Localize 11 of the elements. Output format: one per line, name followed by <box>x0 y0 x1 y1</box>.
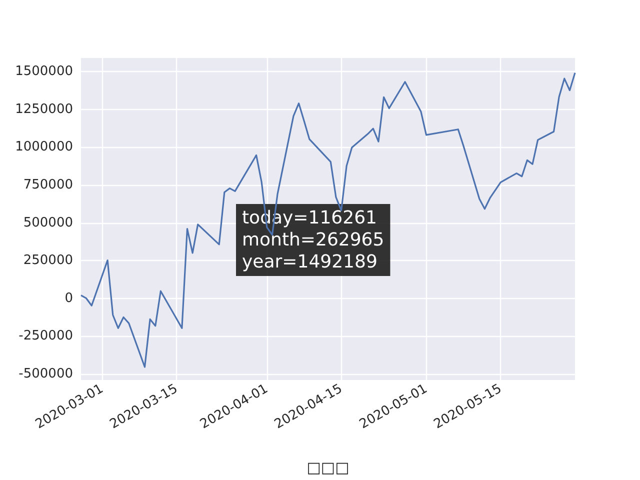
y-tick-label: 500000 <box>23 215 73 230</box>
y-tick-label: 1250000 <box>15 102 73 117</box>
y-tick-label: 0 <box>64 290 73 306</box>
y-tick-label: 250000 <box>23 253 73 268</box>
y-tick-label: -500000 <box>18 366 73 382</box>
x-axis-title: □□□ <box>306 458 350 476</box>
y-tick-label: 1000000 <box>15 140 73 155</box>
line-series <box>80 72 576 368</box>
y-tick-label: 750000 <box>23 177 73 192</box>
y-tick-label: 1500000 <box>15 64 73 80</box>
y-tick-label: -250000 <box>18 328 73 344</box>
